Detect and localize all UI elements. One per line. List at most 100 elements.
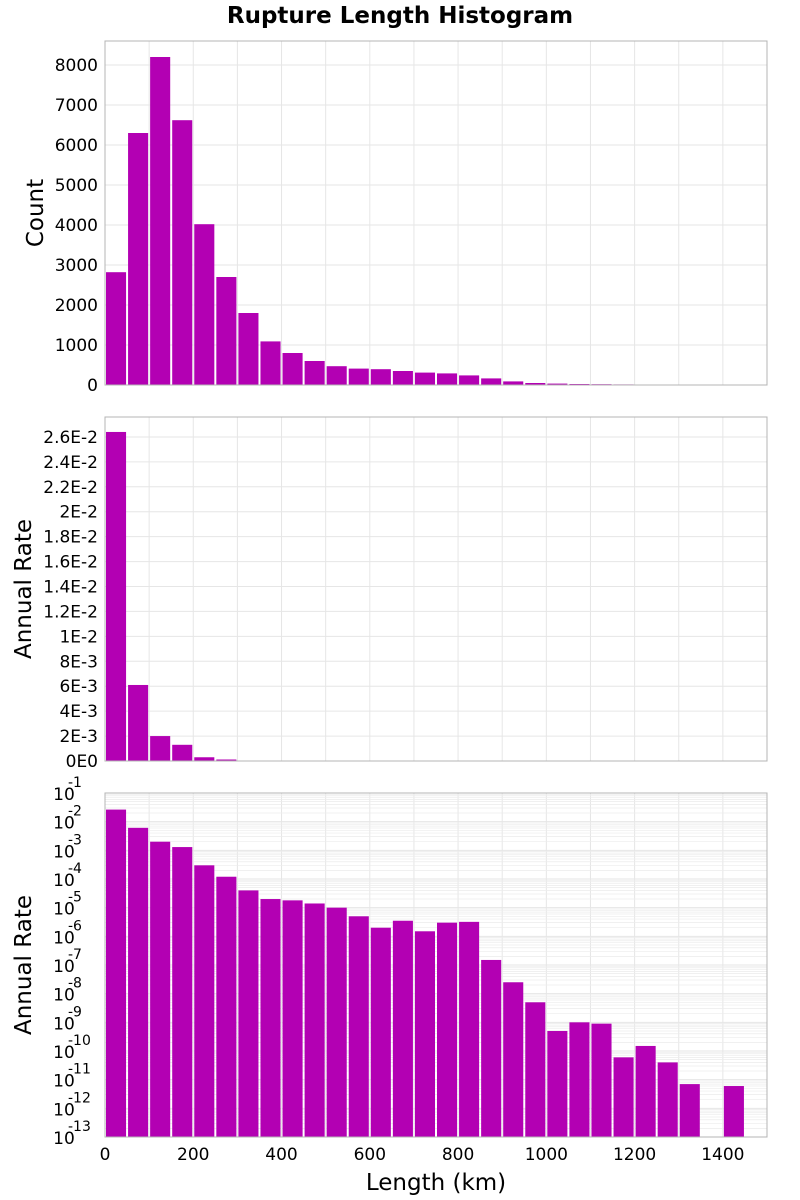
histogram-bar — [128, 827, 149, 1137]
histogram-bar — [304, 361, 325, 385]
x-tick-label: 1000 — [525, 1145, 568, 1165]
histogram-bar — [481, 378, 502, 385]
histogram-bar — [172, 744, 193, 761]
histogram-bar — [172, 847, 193, 1137]
y-tick-label: 10 — [53, 1072, 75, 1092]
histogram-bar — [326, 366, 347, 385]
histogram-bar — [194, 865, 215, 1137]
histogram-bar — [437, 373, 458, 385]
histogram-bar — [569, 1022, 590, 1137]
y-tick-label: 10 — [53, 1043, 75, 1063]
histogram-bar — [216, 277, 237, 385]
y-tick-label: 6E-3 — [59, 677, 98, 697]
x-tick-label: 0 — [100, 1145, 111, 1165]
histogram-bar — [150, 57, 171, 385]
y-tick-exponent: -5 — [68, 890, 82, 906]
histogram-bar — [414, 931, 435, 1137]
histogram-bar — [370, 369, 391, 385]
y-tick-label: 1000 — [55, 336, 98, 356]
histogram-bar — [128, 684, 149, 761]
y-tick-label: 10 — [53, 871, 75, 891]
histogram-bar — [459, 375, 480, 385]
y-tick-label: 10 — [53, 928, 75, 948]
y-tick-exponent: -10 — [68, 1033, 91, 1049]
y-tick-label: 6000 — [55, 136, 98, 156]
histogram-bar — [216, 759, 237, 761]
y-tick-label: 1.4E-2 — [43, 578, 98, 598]
histogram-bar — [194, 757, 215, 761]
histogram-bar — [194, 224, 215, 385]
histogram-bar — [370, 927, 391, 1137]
histogram-bar — [172, 120, 193, 385]
histogram-bar — [216, 876, 237, 1137]
y-tick-label: 1.2E-2 — [43, 602, 98, 622]
plot-frame — [104, 40, 768, 386]
x-tick-label: 600 — [354, 1145, 386, 1165]
y-tick-label: 2E-2 — [59, 503, 98, 523]
y-tick-label: 2E-3 — [59, 727, 98, 747]
y-tick-label: 1.6E-2 — [43, 553, 98, 573]
histogram-bar — [282, 353, 303, 385]
histogram-bar — [547, 1030, 568, 1137]
plot-frame — [104, 416, 768, 762]
panel-1: 0 1000 2000 3000 4000 5000 6000 7000 8000 Count — [23, 40, 768, 396]
x-tick-label: 400 — [265, 1145, 297, 1165]
histogram-bar — [106, 431, 127, 761]
histogram-bar — [503, 982, 524, 1137]
histogram-bar — [238, 890, 259, 1137]
y-tick-label: 10 — [53, 1100, 75, 1120]
histogram-bar — [128, 133, 149, 385]
y-tick-label: 2.6E-2 — [43, 428, 98, 448]
x-tick-label: 200 — [177, 1145, 209, 1165]
y-tick-label: 10 — [53, 785, 75, 805]
histogram-bar — [260, 899, 281, 1137]
y-axis-label: Annual Rate — [11, 895, 37, 1035]
y-tick-label: 1E-2 — [59, 627, 98, 647]
histogram-bar — [635, 1045, 656, 1137]
histogram-bar — [150, 736, 171, 761]
y-tick-label: 8000 — [55, 56, 98, 76]
y-tick-exponent: -6 — [68, 918, 82, 934]
histogram-bar — [238, 313, 259, 385]
panel-3: 10-1310-1210-1110-1010-910-810-710-610-5… — [11, 775, 768, 1149]
y-tick-label: 2.4E-2 — [43, 453, 98, 473]
y-tick-exponent: -11 — [68, 1062, 91, 1078]
y-axis-label: Count — [23, 179, 49, 247]
y-tick-label: 7000 — [55, 96, 98, 116]
y-tick-label: 0 — [87, 376, 98, 396]
y-tick-exponent: -13 — [68, 1119, 91, 1135]
histogram-bar — [414, 372, 435, 385]
y-tick-label: 10 — [53, 1014, 75, 1034]
histogram-bar — [459, 921, 480, 1137]
y-tick-exponent: -9 — [68, 1004, 82, 1020]
y-tick-label: 4E-3 — [59, 702, 98, 722]
y-tick-label: 4000 — [55, 216, 98, 236]
y-tick-exponent: -8 — [68, 976, 82, 992]
histogram-bar — [503, 381, 524, 385]
histogram-bar — [657, 1062, 678, 1137]
histogram-bar — [525, 383, 546, 385]
y-tick-label: 10 — [53, 1129, 75, 1149]
histogram-bar — [679, 1084, 700, 1137]
y-tick-label: 5000 — [55, 176, 98, 196]
chart-title: Rupture Length Histogram — [227, 3, 573, 29]
histogram-bar — [392, 371, 413, 385]
x-tick-label: 1400 — [701, 1145, 744, 1165]
histogram-bar — [348, 916, 369, 1137]
histogram-bar — [723, 1086, 744, 1137]
y-tick-label: 10 — [53, 957, 75, 977]
histogram-bar — [481, 959, 502, 1137]
histogram-bar — [150, 841, 171, 1137]
y-tick-exponent: -12 — [68, 1090, 91, 1106]
y-tick-label: 10 — [53, 842, 75, 862]
y-tick-label: 8E-3 — [59, 652, 98, 672]
y-tick-label: 2000 — [55, 296, 98, 316]
chart-panels: 010002000300040005000600070008000Count0E… — [11, 40, 768, 1165]
y-tick-label: 0E0 — [66, 752, 98, 772]
y-tick-exponent: -3 — [68, 832, 82, 848]
histogram-bar — [525, 1002, 546, 1137]
y-tick-label: 10 — [53, 900, 75, 920]
histogram-bar — [106, 809, 127, 1137]
histogram-bar — [106, 272, 127, 385]
